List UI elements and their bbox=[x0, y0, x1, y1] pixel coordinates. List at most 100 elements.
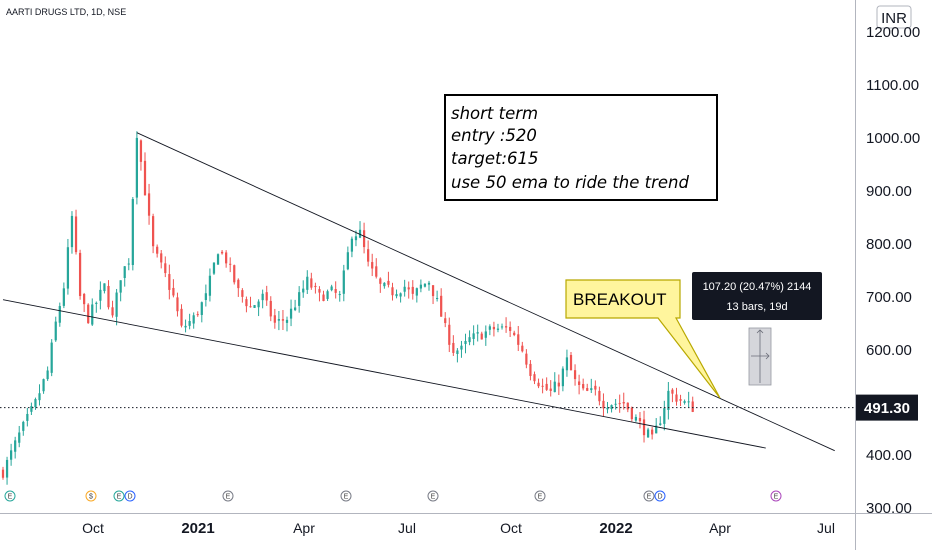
candle-body bbox=[310, 278, 313, 288]
candle-body bbox=[220, 251, 224, 254]
candle-body bbox=[91, 304, 94, 325]
trendlines-layer bbox=[2, 132, 835, 452]
candle-body bbox=[375, 266, 378, 277]
trendline[interactable] bbox=[2, 299, 766, 449]
dividend-marker[interactable]: D bbox=[654, 490, 666, 502]
candle-body bbox=[525, 353, 528, 365]
candle-body bbox=[362, 230, 366, 248]
candle-body bbox=[289, 308, 293, 319]
candle-body bbox=[655, 425, 658, 434]
candle-body bbox=[318, 289, 321, 293]
candle-body bbox=[147, 193, 151, 216]
candle-body bbox=[634, 416, 638, 421]
trade-note[interactable]: short term entry :520 target:615 use 50 … bbox=[444, 94, 718, 201]
candle-body bbox=[322, 294, 325, 302]
candle-body bbox=[561, 368, 565, 387]
candle-body bbox=[529, 363, 532, 376]
earnings-marker[interactable]: E bbox=[534, 490, 546, 502]
arrow-up-icon bbox=[756, 329, 764, 334]
candle-body bbox=[618, 403, 621, 405]
earnings-marker[interactable]: E bbox=[643, 490, 655, 502]
candle-body bbox=[245, 299, 248, 307]
earnings-marker-label: E bbox=[774, 494, 779, 501]
earnings-marker-label: E bbox=[8, 494, 13, 501]
candle-body bbox=[265, 292, 268, 301]
earnings-marker[interactable]: E bbox=[770, 490, 782, 502]
candle-body bbox=[269, 300, 272, 317]
measure-range bbox=[748, 327, 772, 386]
candle-body bbox=[500, 326, 504, 328]
earnings-marker[interactable]: E bbox=[4, 490, 16, 502]
candle-body bbox=[99, 289, 102, 301]
candle-body bbox=[565, 357, 569, 371]
candle-body bbox=[123, 266, 126, 279]
x-tick-label: Jul bbox=[398, 520, 416, 536]
plot-area[interactable] bbox=[0, 0, 855, 513]
currency-badge[interactable] bbox=[876, 5, 912, 29]
y-tick-label: 600.00 bbox=[866, 342, 912, 359]
candle-body bbox=[545, 383, 548, 390]
x-tick-label: Oct bbox=[500, 520, 522, 536]
candle-body bbox=[78, 252, 82, 296]
candle-body bbox=[151, 216, 155, 247]
candle-body bbox=[415, 288, 418, 296]
candle-body bbox=[131, 199, 134, 266]
candle-body bbox=[330, 286, 333, 291]
candle-body bbox=[679, 399, 682, 401]
candle-body bbox=[403, 286, 406, 292]
candle-body bbox=[371, 262, 374, 269]
candle-body bbox=[464, 340, 467, 345]
earnings-marker[interactable]: E bbox=[340, 490, 352, 502]
note-line: entry :520 bbox=[451, 126, 537, 145]
candle-body bbox=[419, 284, 423, 289]
candle-body bbox=[346, 252, 349, 270]
candle-body bbox=[249, 306, 252, 308]
candles-layer bbox=[1, 131, 694, 485]
candle-body bbox=[298, 292, 301, 306]
dividend-marker[interactable]: $ bbox=[85, 490, 97, 502]
note-line: target:615 bbox=[451, 149, 539, 168]
candle-body bbox=[411, 286, 414, 294]
earnings-marker[interactable]: E bbox=[427, 490, 439, 502]
candle-body bbox=[358, 229, 362, 238]
candle-body bbox=[651, 429, 654, 435]
event-markers[interactable]: E $ E D E E E E E D E bbox=[4, 490, 782, 502]
price-axis[interactable]: 1200.00 1100.00 1000.00 900.00 800.00 70… bbox=[866, 24, 920, 517]
measure-line-1: 107.20 (20.47%) 2144 bbox=[703, 281, 812, 293]
breakout-callout[interactable]: BREAKOUT bbox=[565, 279, 721, 399]
candle-body bbox=[513, 332, 516, 336]
candle-body bbox=[407, 287, 410, 290]
candle-body bbox=[26, 413, 29, 421]
dividend-marker[interactable]: D bbox=[124, 490, 136, 502]
candle-body bbox=[95, 302, 98, 304]
callout-shape bbox=[565, 279, 721, 399]
candle-body bbox=[395, 294, 398, 297]
candle-body bbox=[139, 140, 143, 162]
arrow-right-icon bbox=[765, 352, 770, 360]
candle-body bbox=[172, 287, 175, 296]
candle-body bbox=[622, 402, 625, 404]
earnings-marker[interactable]: E bbox=[222, 490, 234, 502]
candle-body bbox=[590, 388, 593, 391]
candle-body bbox=[480, 333, 483, 340]
candle-body bbox=[156, 246, 159, 254]
callout-label: BREAKOUT bbox=[573, 290, 667, 309]
candle-body bbox=[180, 308, 183, 326]
y-tick-label: 1200.00 bbox=[866, 24, 920, 41]
trendline[interactable] bbox=[136, 132, 835, 452]
note-line: use 50 ema to ride the trend bbox=[451, 173, 690, 192]
candle-body bbox=[241, 290, 244, 297]
candle-body bbox=[74, 216, 78, 253]
time-axis[interactable]: Oct 2021 Apr Jul Oct 2022 Apr Jul bbox=[82, 520, 835, 537]
earnings-marker[interactable]: E bbox=[113, 490, 125, 502]
candle-body bbox=[9, 450, 13, 460]
earnings-marker-label: E bbox=[344, 494, 349, 501]
candle-body bbox=[293, 307, 297, 311]
candle-body bbox=[383, 282, 386, 287]
dividend-marker-label: $ bbox=[89, 494, 93, 501]
candle-body bbox=[444, 318, 447, 324]
candle-body bbox=[594, 385, 597, 390]
y-tick-label: 900.00 bbox=[866, 183, 912, 200]
chart-title: AARTI DRUGS LTD, 1D, NSE bbox=[6, 7, 126, 17]
